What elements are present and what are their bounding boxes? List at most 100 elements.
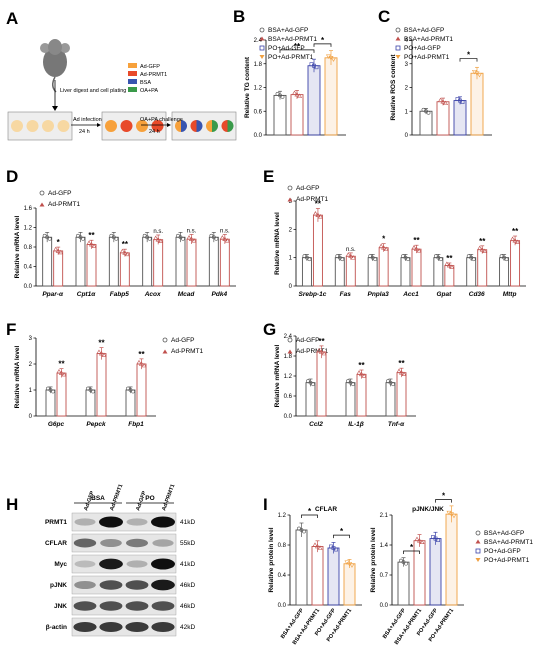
well xyxy=(120,120,133,132)
data-point xyxy=(101,352,107,357)
data-point xyxy=(302,529,306,534)
bar-prmt1 xyxy=(86,244,97,287)
significance-label: * xyxy=(340,527,344,536)
legend-marker xyxy=(475,530,481,536)
data-point xyxy=(98,350,105,356)
well-left xyxy=(221,120,228,132)
bar-gfp xyxy=(400,257,411,287)
legend-label: Ad-GFP xyxy=(296,337,319,344)
data-point xyxy=(141,362,147,368)
y-axis-label: Relative TG content xyxy=(244,56,251,118)
data-point xyxy=(438,257,443,262)
blot-band xyxy=(125,622,149,632)
bar xyxy=(324,57,338,136)
size-label: 55kD xyxy=(180,540,195,547)
significance-label: ** xyxy=(479,237,486,246)
blot-band xyxy=(73,538,97,548)
well xyxy=(11,120,23,132)
bar xyxy=(397,561,410,606)
y-tick-label: 0.0 xyxy=(24,284,33,290)
legend-marker xyxy=(395,45,401,51)
panel-label-a: A xyxy=(6,9,18,28)
y-tick-label: 2 xyxy=(405,86,409,92)
panel-f: F 0 1 2 3 Relative mRNA level Ad-GFP Ad-PRMT1 *… xyxy=(6,320,204,428)
significance-label: * xyxy=(57,238,61,247)
gene-label: Acox xyxy=(144,291,161,298)
chart-title: pJNK/JNK xyxy=(412,506,444,513)
bar-gfp xyxy=(367,257,378,287)
legend-marker xyxy=(475,558,481,562)
gene-label: Gpat xyxy=(436,291,452,298)
legend-label: Ad-PRMT1 xyxy=(296,348,329,355)
bar-prmt1 xyxy=(316,351,327,417)
legend-marker xyxy=(287,185,293,191)
y-tick-label: 0.4 xyxy=(278,573,287,579)
bar xyxy=(419,110,433,136)
bar-gfp xyxy=(334,257,345,287)
data-point xyxy=(416,248,422,253)
significance-label: n.s. xyxy=(187,228,197,234)
size-label: 46kD xyxy=(180,603,195,610)
y-tick-label: 0.8 xyxy=(278,543,287,549)
legend-marker xyxy=(259,45,265,51)
data-point xyxy=(56,368,62,374)
data-point xyxy=(411,245,417,250)
y-tick-label: 0.8 xyxy=(24,245,33,251)
panel-label-c: C xyxy=(378,7,390,26)
well xyxy=(57,120,70,132)
data-point xyxy=(356,370,362,375)
significance-label: n.s. xyxy=(153,229,163,235)
panel-a: A Liver digest and cell plating Ad-GFP A… xyxy=(6,9,237,141)
bar-gfp xyxy=(175,236,186,287)
significance-label: ** xyxy=(122,240,129,249)
blot-band xyxy=(99,622,123,632)
legend-marker xyxy=(287,349,293,354)
y-axis-label: Relative mRNA level xyxy=(14,215,21,278)
bar-prmt1 xyxy=(186,238,197,287)
bar-prmt1 xyxy=(219,238,230,287)
gene-label: Srebp-1c xyxy=(299,291,327,298)
well xyxy=(136,120,148,132)
protein-label: CFLAR xyxy=(45,540,67,547)
bar xyxy=(311,546,324,606)
gene-label: Cpt1α xyxy=(77,291,96,298)
gene-label: Tnf-α xyxy=(388,421,405,428)
legend-marker xyxy=(162,337,168,343)
bar-gfp xyxy=(345,382,356,417)
significance-label: ** xyxy=(398,359,405,368)
data-point xyxy=(416,538,423,543)
group-label-po: PO xyxy=(145,495,154,502)
legend-label: PO+Ad-PRMT1 xyxy=(484,557,530,564)
data-point xyxy=(373,257,378,262)
data-point xyxy=(340,257,345,262)
significance-label: ** xyxy=(315,200,322,209)
data-point xyxy=(136,359,142,365)
panel-label-e: E xyxy=(263,167,274,186)
data-point xyxy=(351,382,355,387)
bar-gfp xyxy=(85,389,96,417)
data-point xyxy=(91,243,97,248)
data-point xyxy=(51,389,55,394)
bar-gfp xyxy=(499,257,510,287)
legend-label: BSA+Ad-PRMT1 xyxy=(268,36,317,43)
bar-prmt1 xyxy=(356,373,367,417)
data-point xyxy=(471,257,476,262)
y-tick-label: 1.8 xyxy=(284,354,293,360)
data-point xyxy=(122,250,128,255)
panel-label-f: F xyxy=(6,320,16,339)
significance-bracket xyxy=(403,550,420,554)
significance-label: ** xyxy=(294,42,301,51)
y-tick-label: 1.4 xyxy=(380,543,389,549)
data-point xyxy=(315,212,321,217)
bar xyxy=(453,100,467,136)
legend-label: BSA+Ad-GFP xyxy=(268,27,308,34)
blot-band xyxy=(74,518,96,526)
data-point xyxy=(512,238,518,243)
data-point xyxy=(86,240,92,245)
significance-label: ** xyxy=(358,361,365,370)
legend-label: PO+Ad-PRMT1 xyxy=(404,54,450,61)
legend-marker xyxy=(395,27,401,33)
chart-b-tg: 0.0 0.6 1.2 1.8 2.4 Relative TG content BSA+Ad… xyxy=(244,27,346,139)
data-point xyxy=(312,542,318,547)
bar xyxy=(295,529,308,606)
